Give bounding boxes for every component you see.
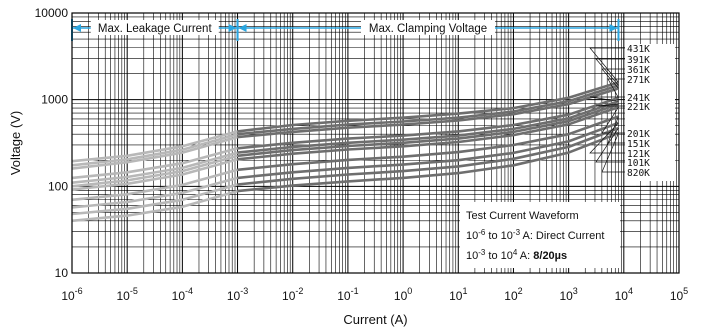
series-label-431K: 431K xyxy=(627,44,650,55)
series-label-201K: 201K xyxy=(627,129,650,140)
series-line-leakage-151K xyxy=(71,168,238,202)
series-label-820K: 820K xyxy=(627,168,650,179)
leader-line-241K xyxy=(589,96,625,102)
x-tick-label: 10-1 xyxy=(337,286,358,303)
note-line-impulse: 10-3 to 104 A: 8/20µs xyxy=(466,248,567,262)
series-line-leakage-431K xyxy=(71,130,238,163)
region-label-leakage: Max. Leakage Current xyxy=(98,23,213,35)
y-tick-label: 10000 xyxy=(35,6,69,20)
x-tick-label: 105 xyxy=(670,286,688,303)
x-tick-label: 104 xyxy=(615,286,633,303)
series-line-leakage-271K xyxy=(71,147,238,180)
leader-line-361K xyxy=(601,68,625,89)
note-line-direct-current: 10-6 to 10-3 A: Direct Current xyxy=(466,228,604,242)
region-label-clamping: Max. Clamping Voltage xyxy=(369,23,487,35)
leader-line-271K xyxy=(607,78,625,98)
leader-line-391K xyxy=(595,58,625,86)
x-axis-label: Current (A) xyxy=(343,312,407,327)
series-line-clamping-431K xyxy=(237,81,619,133)
plot-frame xyxy=(71,12,680,274)
region-arrow-left xyxy=(73,24,81,32)
region-arrow-right xyxy=(609,24,618,32)
series-label-panel xyxy=(625,44,675,181)
y-tick-label: 1000 xyxy=(41,93,68,107)
x-tick-label: 102 xyxy=(504,286,522,303)
series-line-leakage-241K xyxy=(71,151,238,184)
x-tick-label: 10-5 xyxy=(116,286,137,303)
region-markers: Max. Leakage Current Max. Clamping Voltag… xyxy=(71,19,620,41)
series-label-361K: 361K xyxy=(627,65,650,76)
series-label-121K: 121K xyxy=(627,149,650,160)
series-line-clamping-391K xyxy=(237,84,619,136)
series-label-221K: 221K xyxy=(627,102,650,113)
leader-line-431K xyxy=(589,47,625,83)
series-line-leakage-201K xyxy=(71,158,238,191)
series-leader-lines xyxy=(589,47,625,173)
region-label-bg xyxy=(90,20,219,35)
region-arrow-right xyxy=(228,24,237,32)
x-tick-label: 100 xyxy=(394,286,412,303)
series-line-leakage-221K xyxy=(71,154,238,188)
note-box xyxy=(460,202,620,268)
series-line-leakage-361K xyxy=(71,135,238,170)
y-tick-label: 100 xyxy=(48,179,68,193)
y-tick-label: 10 xyxy=(55,266,69,280)
series-line-leakage-391K xyxy=(71,132,238,167)
test-waveform-note: Test Current Waveform 10-6 to 10-3 A: Dir… xyxy=(460,202,620,268)
leader-line-820K xyxy=(601,133,625,173)
series-line-leakage-101K xyxy=(71,183,238,216)
series-line-clamping-221K xyxy=(237,102,619,158)
series-line-clamping-241K xyxy=(237,99,619,154)
leader-line-201K xyxy=(601,106,625,134)
series-label-241K: 241K xyxy=(627,93,650,104)
y-tick-labels: 10 100 1000 10000 xyxy=(35,6,69,280)
series-line-clamping-271K xyxy=(237,96,619,150)
series-line-clamping-151K xyxy=(237,115,619,172)
note-title: Test Current Waveform xyxy=(466,210,579,222)
clamping-series-group xyxy=(237,81,619,193)
series-line-leakage-121K xyxy=(71,176,238,209)
leader-line-101K xyxy=(595,127,625,163)
x-tick-label: 101 xyxy=(449,286,467,303)
series-line-clamping-101K xyxy=(237,126,619,186)
series-line-clamping-820K xyxy=(237,131,619,193)
x-tick-labels: 10-6 10-5 10-4 10-3 10-2 10-1 100 101 102 103 104 1… xyxy=(61,286,688,303)
series-label-151K: 151K xyxy=(627,139,650,150)
region-arrow-left xyxy=(238,24,247,32)
series-label-101K: 101K xyxy=(627,158,650,169)
series-line-clamping-201K xyxy=(237,105,619,161)
x-tick-label: 10-3 xyxy=(227,286,248,303)
x-tick-label: 10-6 xyxy=(61,286,82,303)
x-tick-label: 103 xyxy=(559,286,577,303)
series-label-391K: 391K xyxy=(627,55,650,66)
leader-line-121K xyxy=(589,122,625,154)
leader-line-221K xyxy=(595,103,625,107)
series-label-271K: 271K xyxy=(627,75,650,86)
region-label-bg xyxy=(361,20,496,35)
leakage-series-group xyxy=(71,130,238,223)
series-line-clamping-121K xyxy=(237,121,619,180)
x-tick-label: 10-4 xyxy=(172,286,193,303)
series-line-clamping-361K xyxy=(237,87,619,139)
leader-line-151K xyxy=(607,116,625,144)
y-axis-label: Voltage (V) xyxy=(8,111,23,175)
x-tick-label: 10-2 xyxy=(282,286,303,303)
series-line-leakage-820K xyxy=(71,189,238,223)
